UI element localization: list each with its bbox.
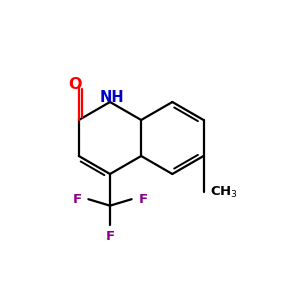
Text: F: F bbox=[72, 193, 81, 206]
Text: O: O bbox=[68, 77, 82, 92]
Text: CH$_3$: CH$_3$ bbox=[209, 184, 238, 200]
Text: F: F bbox=[105, 230, 115, 244]
Text: F: F bbox=[139, 193, 148, 206]
Text: NH: NH bbox=[100, 89, 124, 104]
